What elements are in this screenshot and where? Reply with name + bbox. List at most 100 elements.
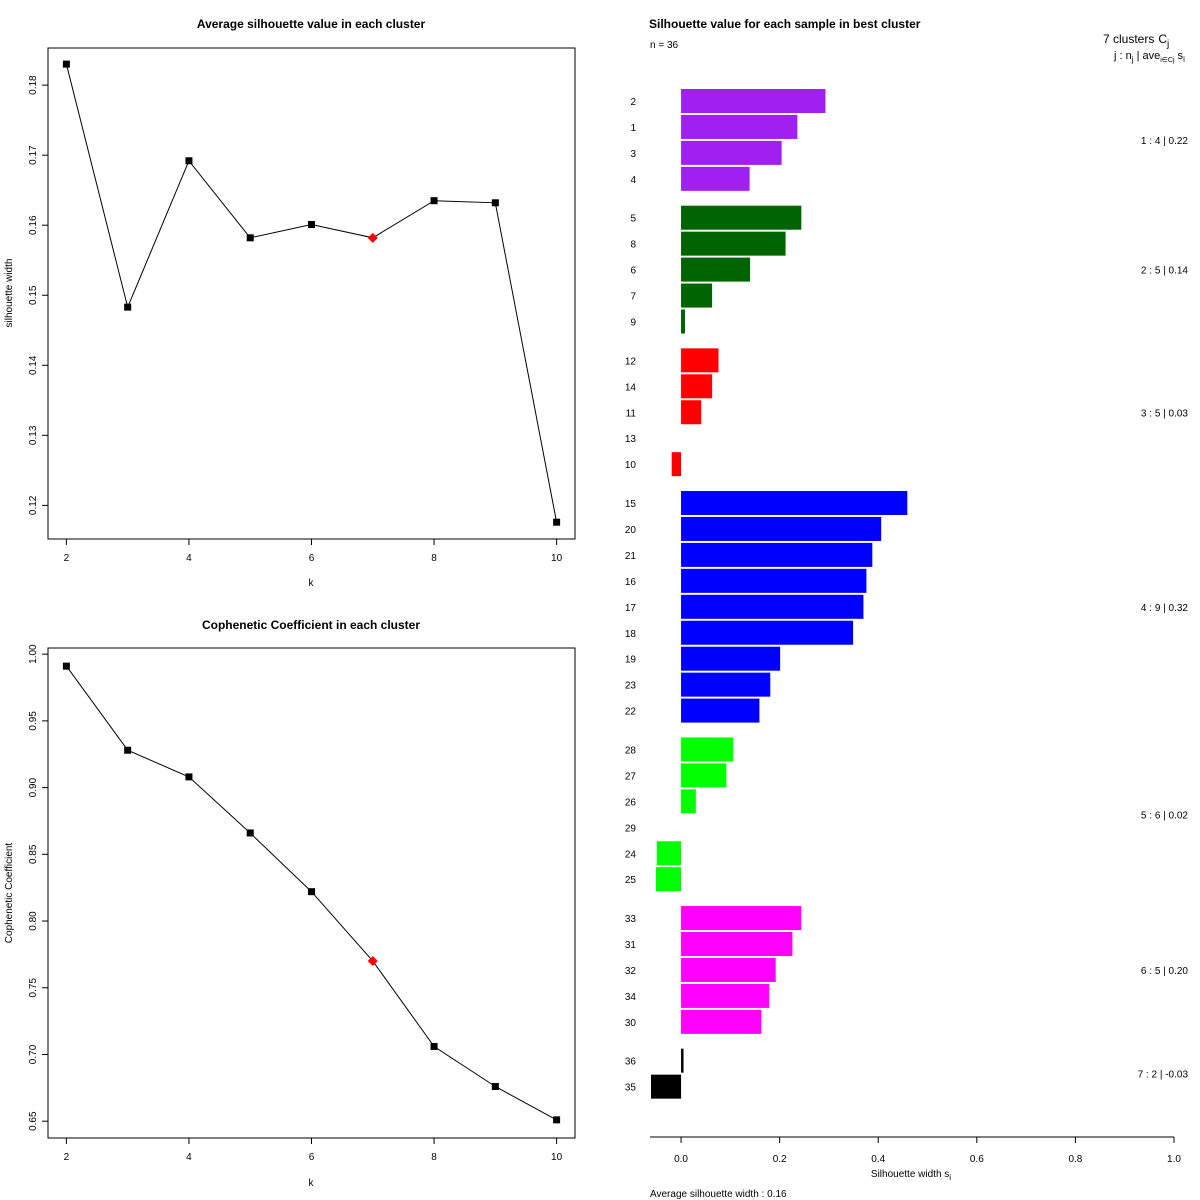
data-series [62, 662, 561, 1124]
silhouette-bar [681, 166, 750, 191]
silhouette-bar [681, 906, 802, 931]
x-tick-label: 2 [64, 553, 70, 564]
data-point [124, 746, 132, 754]
silhouette-bar [681, 1009, 762, 1034]
series-line [65, 63, 558, 523]
silhouette-bar [681, 1048, 684, 1073]
cluster-summary: 3 : 5 | 0.03 [1141, 408, 1189, 419]
sample-label: 4 [630, 175, 636, 186]
chart-title: Silhouette value for each sample in best… [649, 17, 921, 31]
x-tick-label: 0.4 [871, 1154, 885, 1165]
x-axis-label: Silhouette width si [871, 1169, 951, 1182]
silhouette-bar [656, 841, 682, 866]
silhouette-bar [681, 672, 771, 697]
sample-label: 22 [625, 707, 637, 718]
data-point [430, 197, 438, 205]
y-axis-label: silhouette width [4, 259, 15, 328]
y-tick-label: 0.18 [28, 75, 39, 95]
x-axis-label: k [309, 578, 315, 589]
x-tick-label: 8 [431, 553, 437, 564]
x-tick-label: 8 [431, 1152, 437, 1163]
silhouette-bar [671, 452, 682, 477]
sample-label: 21 [625, 551, 637, 562]
silhouette-bar [681, 983, 770, 1008]
cluster-summary: 5 : 6 | 0.02 [1141, 810, 1189, 821]
x-ticks: 0.0 0.2 0.4 0.6 0.8 1.0 [674, 1137, 1181, 1165]
sample-label: 30 [625, 1018, 637, 1029]
y-tick-label: 0.95 [28, 711, 39, 731]
y-tick-label: 0.15 [28, 285, 39, 305]
silhouette-bar [681, 763, 727, 788]
x-ticks: 2 4 6 8 10 [64, 539, 563, 564]
cluster-summary: 7 : 2 | -0.03 [1138, 1070, 1189, 1081]
sample-label: 36 [625, 1057, 637, 1068]
sample-label: 24 [625, 849, 637, 860]
sample-label: 18 [625, 629, 637, 640]
data-point [62, 60, 70, 68]
silhouette-bar [681, 516, 882, 541]
y-tick-label: 0.90 [28, 777, 39, 797]
sample-label: 32 [625, 966, 637, 977]
data-point [185, 157, 193, 165]
y-tick-label: 0.80 [28, 911, 39, 931]
sample-label: 26 [625, 797, 637, 808]
x-tick-label: 6 [309, 553, 315, 564]
x-axis-label: k [309, 1178, 315, 1189]
sample-label: 8 [630, 240, 636, 251]
y-tick-label: 0.75 [28, 978, 39, 998]
silhouette-bar [681, 348, 719, 373]
silhouette-bar [681, 231, 786, 256]
sample-label: 20 [625, 525, 637, 536]
y-tick-label: 0.13 [28, 425, 39, 445]
silhouette-bar [681, 283, 713, 308]
highlight-point [367, 956, 378, 967]
data-point [553, 1116, 561, 1124]
sample-label: 11 [626, 408, 637, 419]
plot-frame [47, 47, 576, 540]
x-ticks: 2 4 6 8 10 [64, 1138, 563, 1163]
sample-label: 16 [625, 577, 637, 588]
data-point [62, 662, 70, 670]
sample-label: 17 [625, 603, 637, 614]
sample-label: 29 [625, 823, 637, 834]
cluster-count-header: 7 clusters Cj [1103, 32, 1169, 50]
silhouette-bar [681, 957, 776, 982]
x-tick-label: 0.0 [674, 1154, 688, 1165]
silhouette-bar [681, 140, 782, 165]
y-tick-label: 0.85 [28, 844, 39, 864]
x-tick-label: 4 [186, 1152, 192, 1163]
sample-label: 33 [625, 914, 637, 925]
silhouette-bar [650, 1074, 682, 1099]
data-point [308, 221, 315, 229]
y-tick-label: 1.00 [28, 644, 39, 664]
y-tick-label: 0.12 [28, 495, 39, 515]
silhouette-bar [681, 400, 702, 425]
silhouette-bar [655, 867, 682, 892]
silhouette-bar [681, 89, 826, 113]
x-tick-label: 2 [64, 1152, 70, 1163]
silhouette-bar [681, 114, 798, 139]
silhouette-bar [681, 737, 734, 762]
data-point [491, 1082, 499, 1090]
cluster-summary: 6 : 5 | 0.20 [1141, 966, 1189, 977]
data-point [430, 1042, 438, 1050]
data-point [308, 888, 315, 896]
highlight-point [367, 232, 378, 243]
sample-label: 14 [625, 382, 637, 393]
silhouette-bar [681, 491, 908, 515]
sample-label: 9 [630, 318, 636, 329]
silhouette-bar-chart: Silhouette value for each sample in best… [625, 17, 1189, 1200]
x-tick-label: 0.8 [1068, 1154, 1082, 1165]
sample-label: 35 [625, 1083, 637, 1094]
silhouette-bar [681, 789, 696, 814]
x-tick-label: 4 [186, 553, 192, 564]
average-width-label: Average silhouette width : 0.16 [650, 1189, 787, 1200]
x-tick-label: 10 [551, 1152, 563, 1163]
silhouette-bar [681, 374, 713, 399]
sample-label: 34 [625, 992, 637, 1003]
data-point [246, 829, 254, 837]
silhouette-bar [681, 542, 873, 567]
y-tick-label: 0.65 [28, 1111, 39, 1131]
